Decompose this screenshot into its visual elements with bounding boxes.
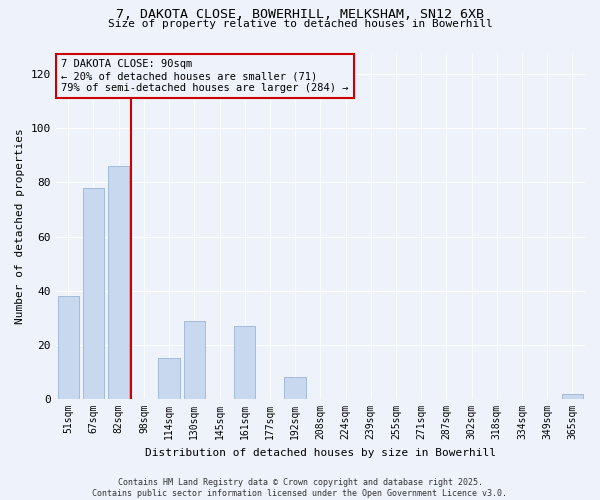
Y-axis label: Number of detached properties: Number of detached properties [15,128,25,324]
Bar [108,166,130,399]
Bar [83,188,104,399]
Text: 7, DAKOTA CLOSE, BOWERHILL, MELKSHAM, SN12 6XB: 7, DAKOTA CLOSE, BOWERHILL, MELKSHAM, SN… [116,8,484,20]
Bar [58,296,79,399]
Text: Contains HM Land Registry data © Crown copyright and database right 2025.
Contai: Contains HM Land Registry data © Crown c… [92,478,508,498]
Bar [234,326,256,399]
X-axis label: Distribution of detached houses by size in Bowerhill: Distribution of detached houses by size … [145,448,496,458]
Text: 7 DAKOTA CLOSE: 90sqm
← 20% of detached houses are smaller (71)
79% of semi-deta: 7 DAKOTA CLOSE: 90sqm ← 20% of detached … [61,60,349,92]
Bar [184,320,205,399]
Text: Size of property relative to detached houses in Bowerhill: Size of property relative to detached ho… [107,19,493,29]
Bar [158,358,180,399]
Bar [284,378,306,399]
Bar [562,394,583,399]
